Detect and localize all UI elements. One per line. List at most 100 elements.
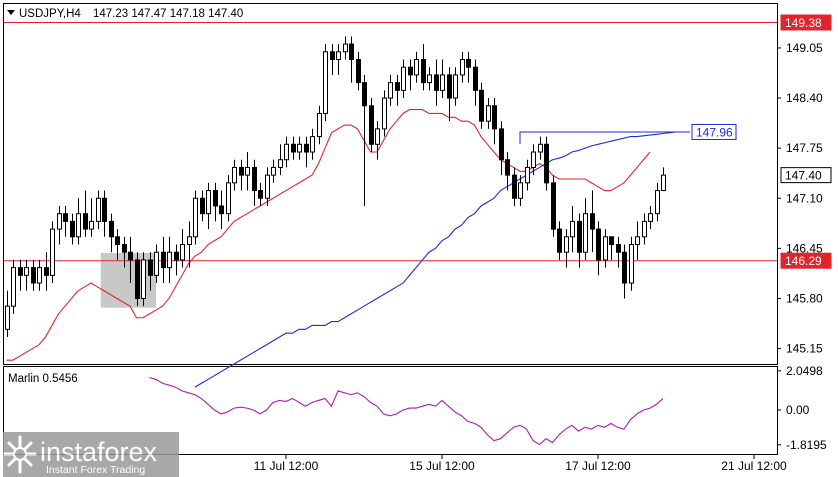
candle[interactable] (570, 205, 575, 253)
candle[interactable] (629, 236, 634, 291)
candle[interactable] (544, 136, 549, 191)
candle[interactable] (460, 51, 465, 83)
candle[interactable] (258, 182, 263, 206)
candle[interactable] (414, 51, 419, 83)
candle[interactable] (518, 175, 523, 206)
candle[interactable] (115, 229, 120, 260)
candle[interactable] (239, 159, 244, 191)
candle[interactable] (440, 59, 445, 99)
candle[interactable] (310, 128, 315, 160)
candle[interactable] (447, 67, 452, 122)
candle[interactable] (37, 259, 42, 291)
candle[interactable] (83, 190, 88, 237)
candle[interactable] (128, 236, 133, 284)
candle[interactable] (499, 121, 504, 176)
candle[interactable] (453, 67, 458, 106)
candle[interactable] (317, 105, 322, 145)
candle[interactable] (622, 244, 627, 299)
candle[interactable] (512, 167, 517, 206)
candle[interactable] (427, 67, 432, 91)
candle[interactable] (122, 236, 127, 268)
candle[interactable] (245, 152, 250, 191)
candle[interactable] (284, 136, 289, 168)
candle[interactable] (596, 221, 601, 276)
candle[interactable] (11, 259, 16, 314)
candle[interactable] (57, 205, 62, 245)
candle[interactable] (148, 252, 153, 291)
symbol-label[interactable]: USDJPY,H4 (19, 8, 81, 20)
candle[interactable] (356, 51, 361, 91)
candle[interactable] (466, 51, 471, 83)
candle[interactable] (434, 59, 439, 106)
candle[interactable] (63, 205, 68, 237)
candle[interactable] (362, 74, 367, 206)
candle[interactable] (609, 236, 614, 260)
candle[interactable] (96, 190, 101, 230)
candle[interactable] (50, 221, 55, 284)
candle[interactable] (648, 205, 653, 230)
candle[interactable] (551, 175, 556, 237)
candle[interactable] (323, 44, 328, 122)
candle[interactable] (24, 259, 29, 291)
candle[interactable] (557, 221, 562, 260)
candle[interactable] (382, 90, 387, 137)
candle[interactable] (395, 74, 400, 106)
candle[interactable] (642, 213, 647, 245)
candle[interactable] (661, 167, 666, 192)
candle[interactable] (161, 236, 166, 284)
candle[interactable] (76, 198, 81, 245)
candle[interactable] (590, 190, 595, 253)
candle[interactable] (421, 44, 426, 91)
candle[interactable] (564, 229, 569, 268)
candle[interactable] (486, 98, 491, 129)
candle[interactable] (538, 136, 543, 160)
candle[interactable] (603, 229, 608, 268)
symbol-dropdown-icon[interactable] (7, 10, 15, 15)
candle[interactable] (278, 144, 283, 176)
candle[interactable] (388, 74, 393, 106)
candle[interactable] (473, 59, 478, 106)
candle[interactable] (102, 190, 107, 237)
candle[interactable] (330, 44, 335, 75)
candle[interactable] (31, 259, 36, 291)
candle[interactable] (89, 198, 94, 237)
candle[interactable] (375, 121, 380, 160)
candle[interactable] (525, 159, 530, 191)
candle[interactable] (180, 229, 185, 268)
candle[interactable] (492, 98, 497, 145)
candle[interactable] (213, 182, 218, 222)
candle[interactable] (154, 244, 159, 284)
candle[interactable] (479, 82, 484, 129)
candle[interactable] (583, 198, 588, 260)
candle[interactable] (219, 190, 224, 230)
candle[interactable] (369, 98, 374, 153)
candle[interactable] (577, 213, 582, 268)
ma-level-line[interactable] (519, 131, 690, 144)
candle[interactable] (304, 136, 309, 168)
candle[interactable] (174, 244, 179, 276)
candle[interactable] (505, 152, 510, 191)
candle[interactable] (70, 213, 75, 245)
candle[interactable] (655, 182, 660, 222)
candle[interactable] (141, 252, 146, 307)
candle[interactable] (109, 213, 114, 253)
candle[interactable] (206, 182, 211, 230)
candle[interactable] (200, 190, 205, 222)
candle[interactable] (135, 252, 140, 307)
candle[interactable] (226, 175, 231, 222)
candle[interactable] (531, 144, 536, 176)
candle[interactable] (252, 159, 257, 206)
candle[interactable] (408, 59, 413, 91)
candle[interactable] (401, 59, 406, 99)
candle[interactable] (336, 44, 341, 75)
candle[interactable] (635, 221, 640, 260)
candle[interactable] (616, 236, 621, 268)
candle[interactable] (44, 252, 49, 291)
candle[interactable] (349, 36, 354, 83)
candle[interactable] (18, 259, 23, 291)
candle[interactable] (167, 236, 172, 284)
candle[interactable] (343, 36, 348, 60)
candle[interactable] (265, 167, 270, 206)
candle[interactable] (271, 159, 276, 183)
